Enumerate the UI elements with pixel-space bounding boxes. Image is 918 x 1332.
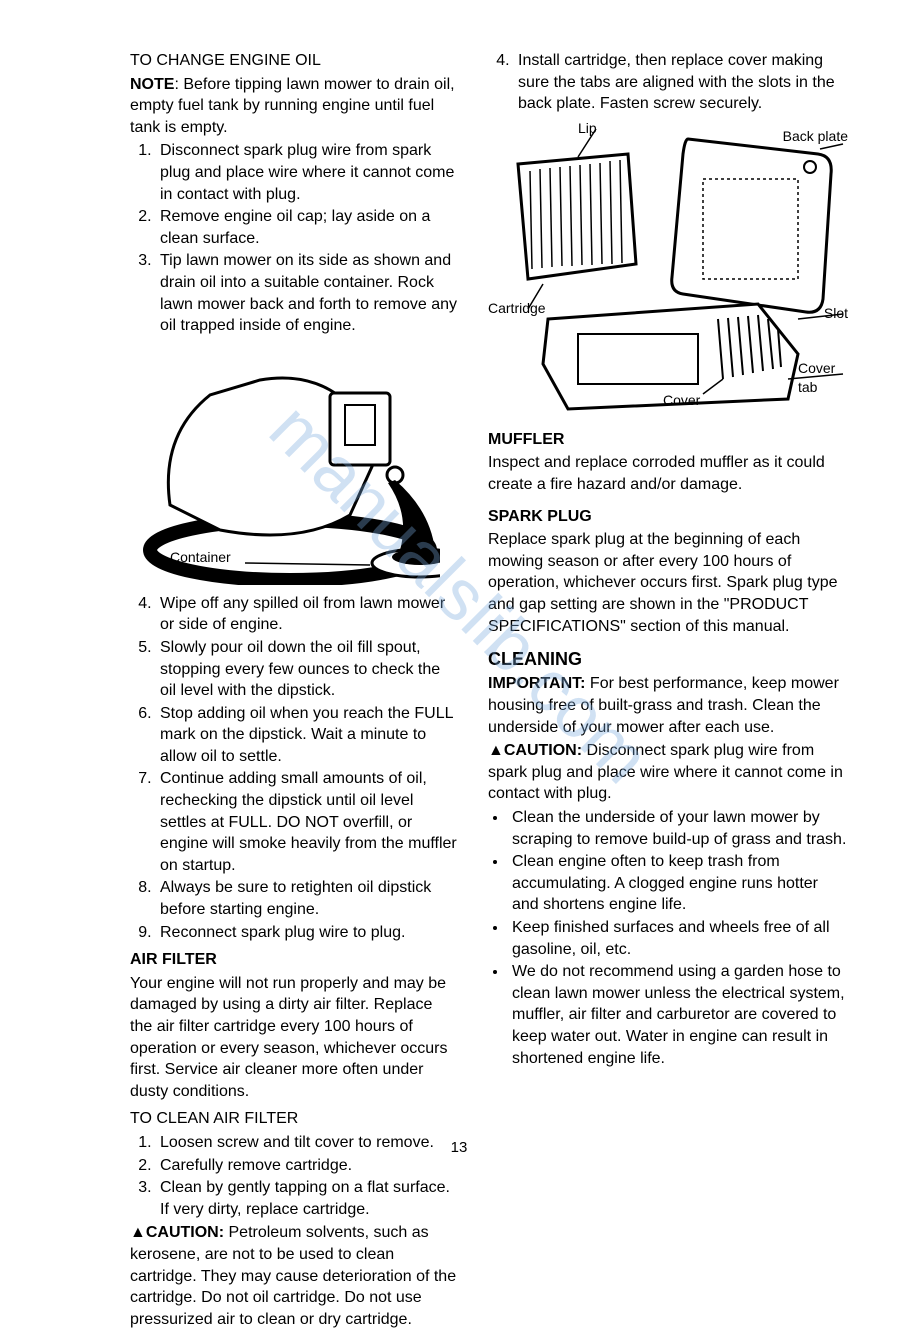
air-filter-text: Your engine will not run properly and ma… — [130, 973, 458, 1103]
cover-label: Cover — [663, 391, 700, 410]
oil-steps-2: Wipe off any spilled oil from lawn mower… — [130, 593, 458, 944]
list-item: Carefully remove cartridge. — [156, 1155, 458, 1177]
list-item: Tip lawn mower on its side as shown and … — [156, 250, 458, 336]
list-item: Slowly pour oil down the oil fill spout,… — [156, 637, 458, 702]
list-item: Stop adding oil when you reach the FULL … — [156, 703, 458, 768]
list-item: We do not recommend using a garden hose … — [508, 961, 848, 1069]
heading-spark-plug: SPARK PLUG — [488, 506, 848, 528]
heading-air-filter: AIR FILTER — [130, 949, 458, 971]
heading-clean-air-filter: TO CLEAN AIR FILTER — [130, 1108, 458, 1130]
caution-paragraph-right: ▲CAUTION: Disconnect spark plug wire fro… — [488, 740, 848, 805]
heading-change-oil: TO CHANGE ENGINE OIL — [130, 50, 458, 72]
list-item: Always be sure to retighten oil dipstick… — [156, 877, 458, 920]
note-text: : Before tipping lawn mower to drain oil… — [130, 76, 455, 136]
oil-steps-1: Disconnect spark plug wire from spark pl… — [130, 140, 458, 336]
cartridge-label: Cartridge — [488, 299, 546, 318]
figure-oil-drain: Container — [130, 345, 440, 585]
list-item: Clean engine often to keep trash from ac… — [508, 851, 848, 916]
caution-paragraph: ▲CAUTION: Petroleum solvents, such as ke… — [130, 1222, 458, 1330]
list-item: Loosen screw and tilt cover to remove. — [156, 1132, 458, 1154]
right-column: Install cartridge, then replace cover ma… — [488, 50, 873, 1332]
install-step: Install cartridge, then replace cover ma… — [488, 50, 848, 115]
warning-icon: ▲ — [130, 1224, 146, 1241]
slot-label: Slot — [824, 304, 848, 323]
list-item: Reconnect spark plug wire to plug. — [156, 922, 458, 944]
page-number: 13 — [451, 1138, 468, 1158]
list-item: Continue adding small amounts of oil, re… — [156, 768, 458, 876]
list-item: Clean the underside of your lawn mower b… — [508, 807, 848, 850]
list-item: Disconnect spark plug wire from spark pl… — [156, 140, 458, 205]
list-item: Wipe off any spilled oil from lawn mower… — [156, 593, 458, 636]
container-label: Container — [170, 548, 231, 567]
list-item: Remove engine oil cap; lay aside on a cl… — [156, 206, 458, 249]
note-paragraph: NOTE: Before tipping lawn mower to drain… — [130, 74, 458, 139]
note-label: NOTE — [130, 76, 174, 93]
warning-icon: ▲ — [488, 742, 504, 759]
spark-text: Replace spark plug at the beginning of e… — [488, 529, 848, 637]
cleaning-bullets: Clean the underside of your lawn mower b… — [488, 807, 848, 1069]
muffler-text: Inspect and replace corroded muffler as … — [488, 452, 848, 495]
caution-label: CAUTION: — [146, 1224, 224, 1241]
figure-air-filter-assembly: Lip Back plate Cartridge Slot Cover Cove… — [488, 119, 848, 419]
lip-label: Lip — [578, 119, 597, 138]
left-column: TO CHANGE ENGINE OIL NOTE: Before tippin… — [45, 50, 458, 1332]
important-label: IMPORTANT: — [488, 675, 585, 692]
list-item: Clean by gently tapping on a flat surfac… — [156, 1177, 458, 1220]
covertab-label: Cover tab — [798, 359, 848, 397]
list-item: Install cartridge, then replace cover ma… — [514, 50, 848, 115]
heading-muffler: MUFFLER — [488, 429, 848, 451]
backplate-label: Back plate — [783, 127, 848, 146]
caution-label-right: CAUTION: — [504, 742, 582, 759]
heading-cleaning: CLEANING — [488, 647, 848, 671]
list-item: Keep finished surfaces and wheels free o… — [508, 917, 848, 960]
clean-air-steps: Loosen screw and tilt cover to remove. C… — [130, 1132, 458, 1220]
important-paragraph: IMPORTANT: For best performance, keep mo… — [488, 673, 848, 738]
